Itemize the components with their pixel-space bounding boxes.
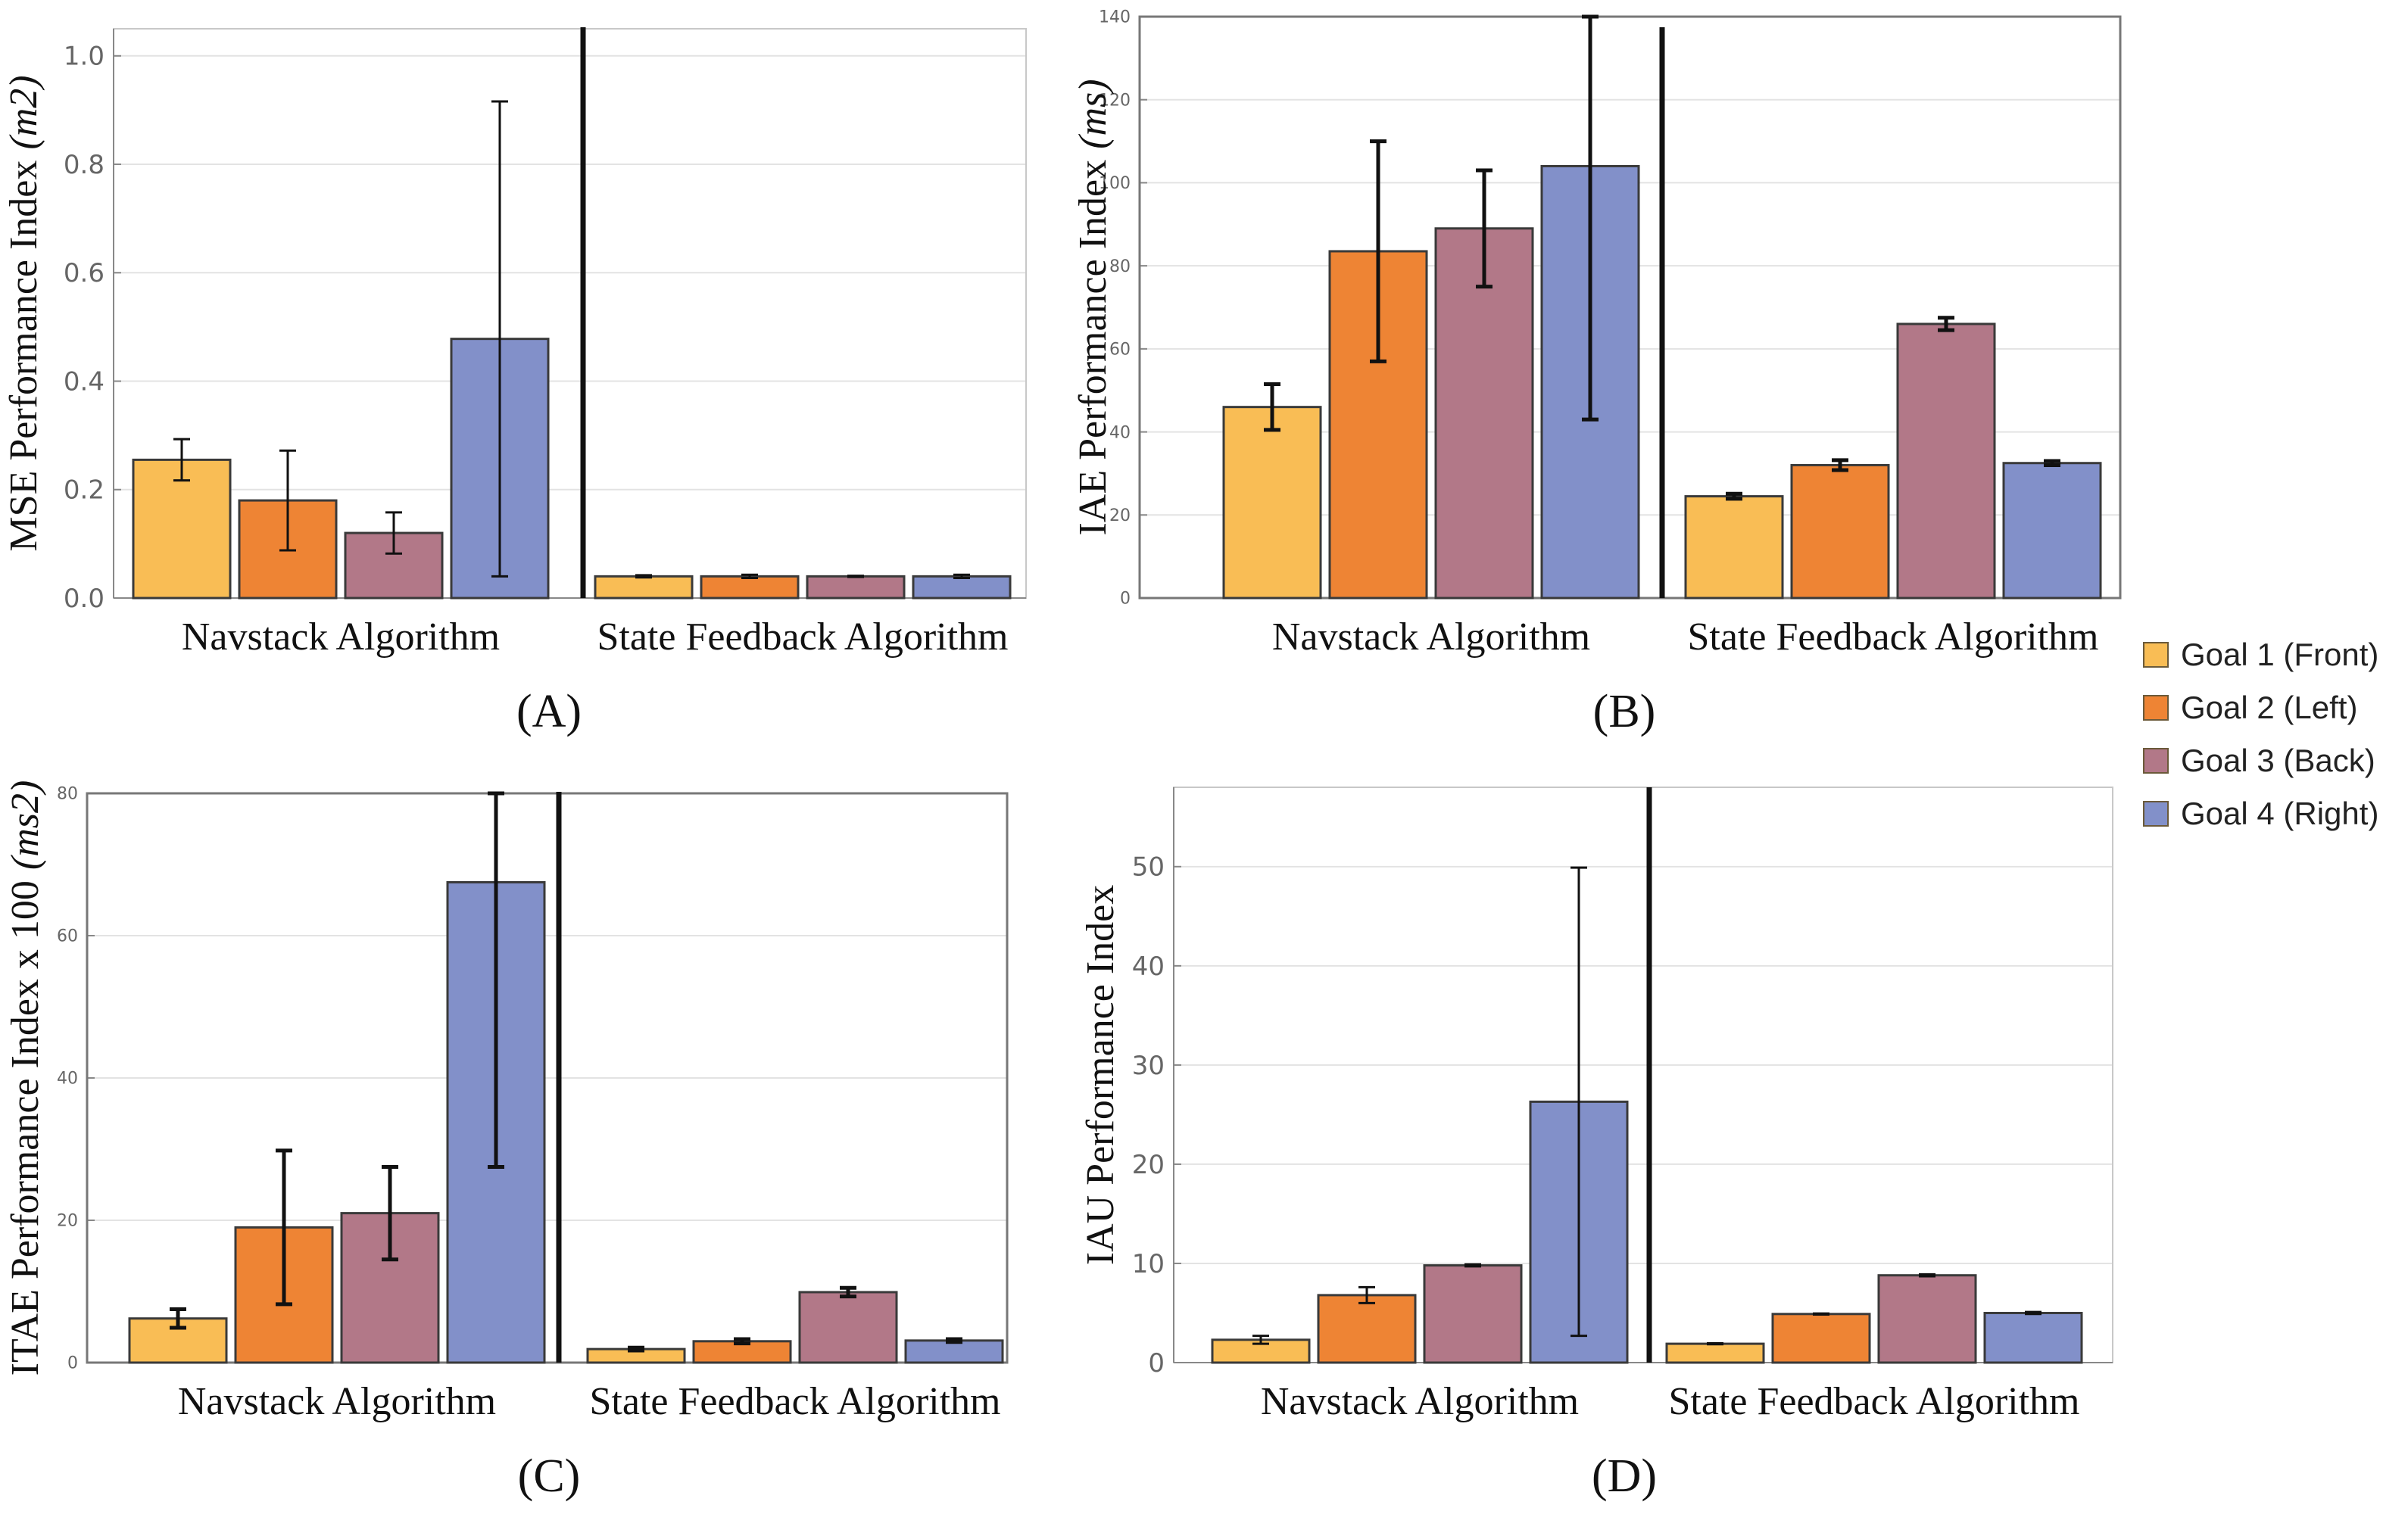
ytick-label-d-3: 30 <box>1132 1051 1165 1081</box>
ytick-label-b-1: 20 <box>1109 506 1131 525</box>
bar-d-g2-s4 <box>1983 1311 2083 1364</box>
ytick-label-c-0: 0 <box>67 1354 78 1373</box>
ytick-label-b-3: 60 <box>1109 341 1131 360</box>
bar-a-g2-s2 <box>700 575 800 600</box>
bar-b-g2-s3 <box>1896 322 1996 600</box>
bar-a-g2-s4 <box>912 575 1012 600</box>
bar-b-g2-s4 <box>2002 462 2102 600</box>
ytick-label-d-4: 40 <box>1132 952 1165 982</box>
ytick-label-b-4: 80 <box>1109 257 1131 276</box>
bar-d-g1-s3 <box>1423 1264 1523 1364</box>
panel-d: 0 10 20 30 40 50 Navstack Algorithm State Feedb… <box>1075 765 2135 1514</box>
ytick-label-d-5: 50 <box>1132 852 1165 883</box>
y-axis-unit-c: (ms2) <box>4 780 47 870</box>
y-axis-title-a: MSE Performance Index (m2) <box>2 75 45 551</box>
legend-item-goal-1: Goal 1 (Front) <box>2143 628 2408 681</box>
axes-frame-c <box>86 792 1009 1364</box>
legend-item-goal-2: Goal 2 (Left) <box>2143 681 2408 734</box>
ytick-label-a-4: 0.8 <box>64 150 104 180</box>
chart-c-svg: 0 20 40 60 80 Navstack Algorithm State Feedbac… <box>4 780 1009 1502</box>
group-label-a-1: Navstack Algorithm <box>182 615 500 659</box>
y-axis-title-b: IAE Performance Index (ms) <box>1071 79 1115 535</box>
group-label-c-1: Navstack Algorithm <box>178 1380 496 1423</box>
panel-label-c: (C) <box>518 1450 581 1502</box>
group-label-b-1: Navstack Algorithm <box>1272 615 1590 659</box>
panel-c: 0 20 40 60 80 Navstack Algorithm State Feedbac… <box>0 765 1060 1514</box>
legend-swatch-goal-2 <box>2143 695 2169 721</box>
bar-c-g2-s3 <box>798 1291 898 1364</box>
ytick-label-d-1: 10 <box>1132 1249 1165 1279</box>
ytick-label-b-0: 0 <box>1120 590 1131 609</box>
y-axis-title-text-b: IAE Performance Index <box>1071 160 1115 536</box>
bar-b-g2-s2 <box>1790 463 1890 600</box>
ytick-label-a-0: 0.0 <box>64 584 104 614</box>
panel-label-d: (D) <box>1592 1450 1657 1502</box>
legend-item-goal-4: Goal 4 (Right) <box>2143 787 2408 840</box>
legend-label-goal-4: Goal 4 (Right) <box>2181 796 2379 831</box>
chart-b-svg: 0 20 40 60 80 100 120 140 Navstack Algorithm Stat… <box>1071 8 2122 737</box>
chart-a-svg: 0.0 0.2 0.4 0.6 0.8 1.0 Navstack Algorithm Stat… <box>2 27 1027 737</box>
ytick-label-b-5: 100 <box>1099 174 1131 193</box>
ytick-label-c-2: 40 <box>57 1070 78 1089</box>
ytick-label-b-6: 120 <box>1099 91 1131 110</box>
group-label-d-2: State Feedback Algorithm <box>1668 1380 2079 1423</box>
panel-b: 0 20 40 60 80 100 120 140 Navstack Algorithm Stat… <box>1071 0 2135 749</box>
y-axis-title-text-d: IAU Performance Index <box>1079 885 1122 1265</box>
y-axis-title-text-c: ITAE Performance Index x 100 <box>4 880 47 1375</box>
ytick-label-c-1: 20 <box>57 1212 78 1231</box>
bar-a-g2-s1 <box>594 575 694 600</box>
bar-d-g1-s2 <box>1317 1294 1417 1364</box>
panel-label-b: (B) <box>1593 686 1656 737</box>
ytick-label-b-2: 40 <box>1109 423 1131 442</box>
bar-a-g2-s3 <box>806 575 906 600</box>
chart-d-svg: 0 10 20 30 40 50 Navstack Algorithm State Feedb… <box>1079 787 2113 1502</box>
ytick-label-d-2: 20 <box>1132 1150 1165 1180</box>
bar-d-g2-s3 <box>1877 1274 1977 1364</box>
group-label-c-2: State Feedback Algorithm <box>589 1380 1000 1423</box>
bar-d-g2-s1 <box>1665 1342 1765 1364</box>
legend-swatch-goal-4 <box>2143 801 2169 827</box>
y-axis-unit-a: (m2) <box>2 75 45 149</box>
group-label-d-1: Navstack Algorithm <box>1261 1380 1579 1423</box>
bar-d-g2-s2 <box>1771 1313 1871 1364</box>
bar-b-g1-s1 <box>1222 406 1322 600</box>
ytick-label-a-5: 1.0 <box>64 42 104 72</box>
bar-c-g2-s4 <box>904 1339 1004 1364</box>
bar-b-g1-s3 <box>1434 227 1534 600</box>
legend-item-goal-3: Goal 3 (Back) <box>2143 734 2408 787</box>
ytick-label-a-2: 0.4 <box>64 366 104 397</box>
legend: Goal 1 (Front) Goal 2 (Left) Goal 3 (Bac… <box>2143 628 2408 840</box>
ytick-label-a-1: 0.2 <box>64 475 104 506</box>
bar-a-g1-s1 <box>132 458 232 600</box>
bar-b-g2-s1 <box>1684 495 1784 600</box>
group-label-b-2: State Feedback Algorithm <box>1687 615 2098 659</box>
legend-swatch-goal-3 <box>2143 748 2169 774</box>
ytick-label-c-3: 60 <box>57 927 78 946</box>
group-label-a-2: State Feedback Algorithm <box>597 615 1008 659</box>
panel-a: 0.0 0.2 0.4 0.6 0.8 1.0 Navstack Algorithm Stat… <box>0 0 1060 749</box>
ytick-label-c-4: 80 <box>57 785 78 804</box>
legend-label-goal-3: Goal 3 (Back) <box>2181 743 2375 778</box>
legend-swatch-goal-1 <box>2143 642 2169 668</box>
ytick-label-a-3: 0.6 <box>64 258 104 288</box>
ytick-label-d-0: 0 <box>1148 1348 1165 1378</box>
y-axis-title-c: ITAE Performance Index x 100 (ms2) <box>4 780 47 1376</box>
legend-label-goal-2: Goal 2 (Left) <box>2181 690 2358 725</box>
y-axis-title-text-a: MSE Performance Index <box>2 160 45 552</box>
y-axis-unit-b: (ms) <box>1071 79 1115 148</box>
legend-label-goal-1: Goal 1 (Front) <box>2181 637 2379 672</box>
panel-label-a: (A) <box>516 686 582 737</box>
y-axis-title-d: IAU Performance Index <box>1079 885 1122 1265</box>
ytick-label-b-7: 140 <box>1099 8 1131 27</box>
